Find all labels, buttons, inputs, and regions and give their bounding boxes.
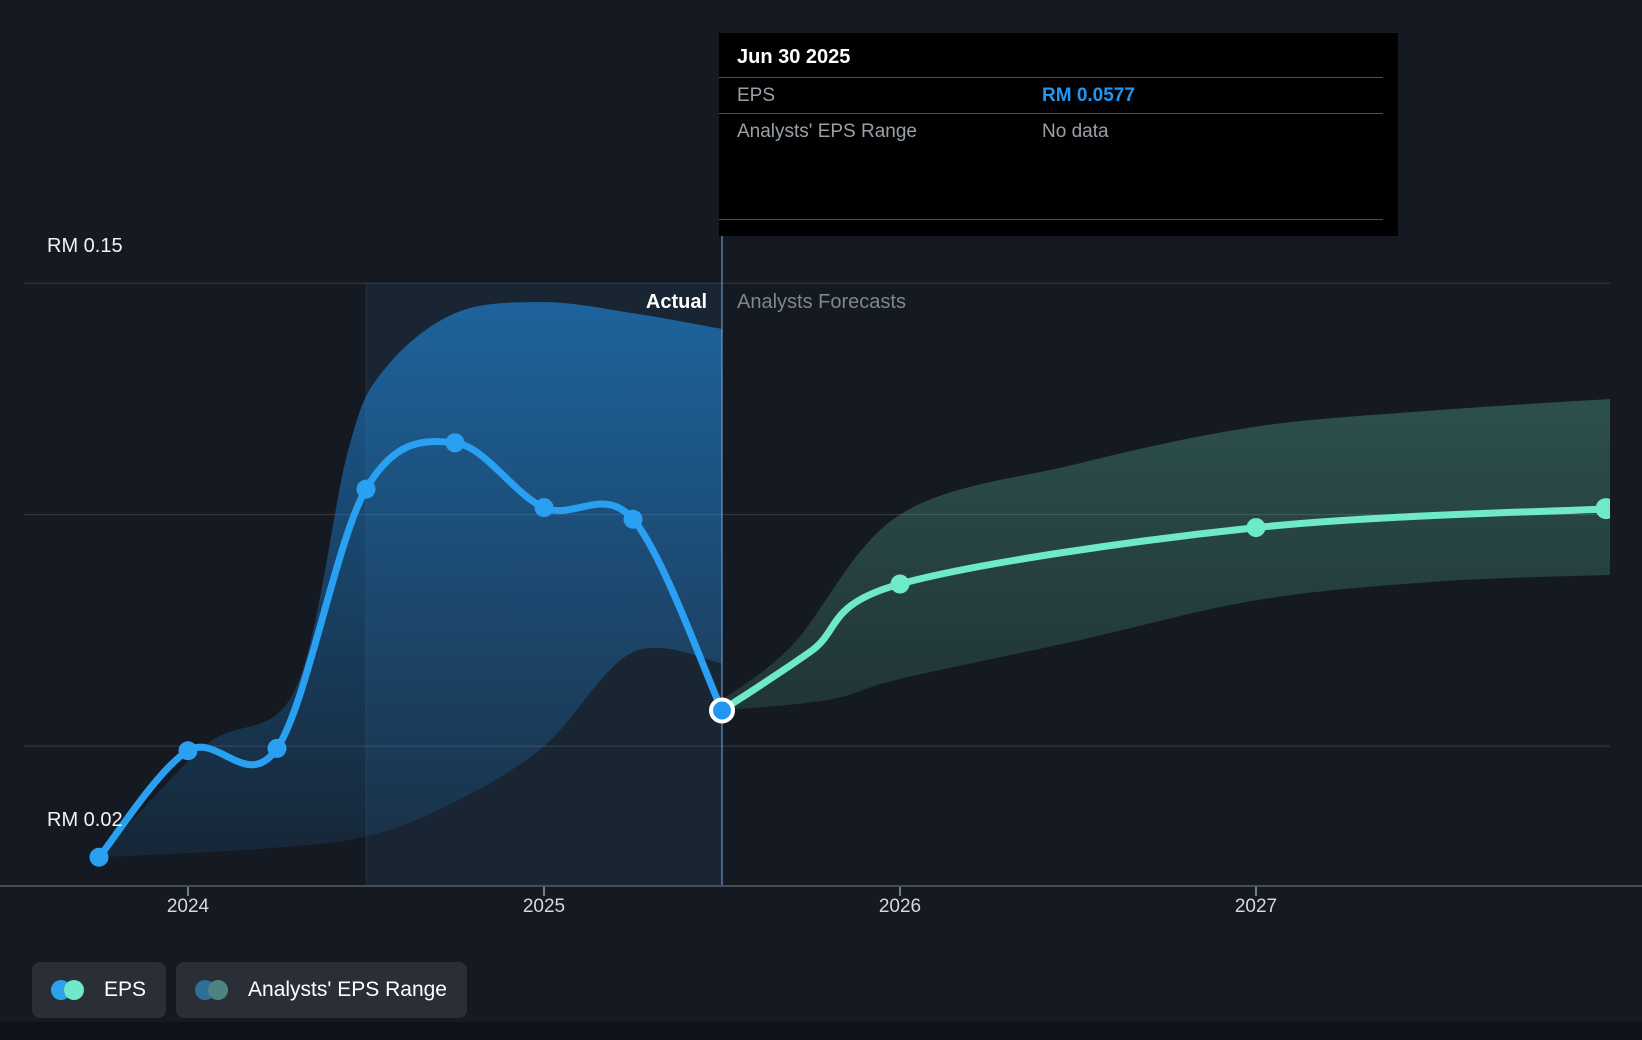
actual-data-point[interactable] <box>623 509 643 529</box>
actual-section-label: Actual <box>645 291 707 313</box>
forecast-data-point[interactable] <box>890 574 910 594</box>
legend-range-label: Analysts' EPS Range <box>248 978 447 1001</box>
tooltip-date-title: Jun 30 2025 <box>737 46 851 68</box>
forecast-section-label: Analysts Forecasts <box>737 291 906 313</box>
actual-data-point[interactable] <box>178 741 198 761</box>
tooltip-range-row: Analysts' EPS Range No data <box>719 114 1398 149</box>
legend-eps-label: EPS <box>104 978 147 1001</box>
tooltip-range-label: Analysts' EPS Range <box>737 120 917 142</box>
tooltip-eps-row: EPS RM 0.0577 <box>719 78 1398 113</box>
actual-data-point[interactable] <box>534 498 554 518</box>
x-tick-label-2024: 2024 <box>166 896 210 917</box>
tooltip-range-value: No data <box>1042 120 1109 142</box>
chart-tooltip: Jun 30 2025 EPS RM 0.0577 Analysts' EPS … <box>719 33 1398 236</box>
tooltip-eps-value: RM 0.0577 <box>1042 84 1135 106</box>
tooltip-eps-label: EPS <box>737 84 776 106</box>
chart-legend: EPS Analysts' EPS Range <box>32 962 467 1018</box>
analysts-range-legend-icon <box>195 980 229 1000</box>
tooltip-divider <box>719 77 1383 78</box>
actual-range-area <box>99 302 722 858</box>
tooltip-divider <box>719 113 1383 114</box>
x-tick-label-2025: 2025 <box>522 896 566 917</box>
forecast-data-point[interactable] <box>1246 518 1266 538</box>
legend-item-analysts-eps-range[interactable]: Analysts' EPS Range <box>176 962 467 1018</box>
actual-data-point[interactable] <box>267 738 287 758</box>
actual-data-point[interactable] <box>356 479 376 499</box>
selected-data-point[interactable] <box>709 697 735 724</box>
x-tick-label-2027: 2027 <box>1234 896 1278 917</box>
forecast-range-area <box>722 399 1610 711</box>
bottom-scroll-strip[interactable] <box>0 1022 1642 1040</box>
legend-item-eps[interactable]: EPS <box>32 962 167 1018</box>
eps-legend-icon <box>51 980 84 1000</box>
eps-forecast-line <box>718 505 1610 714</box>
y-axis-label-top: RM 0.15 <box>47 235 123 257</box>
tooltip-divider <box>719 219 1383 220</box>
y-axis-label-bottom: RM 0.02 <box>47 809 123 831</box>
actual-data-point[interactable] <box>89 847 109 867</box>
x-tick-label-2026: 2026 <box>878 896 922 917</box>
actual-data-point[interactable] <box>445 433 465 453</box>
forecast-end-point[interactable] <box>1595 498 1617 520</box>
